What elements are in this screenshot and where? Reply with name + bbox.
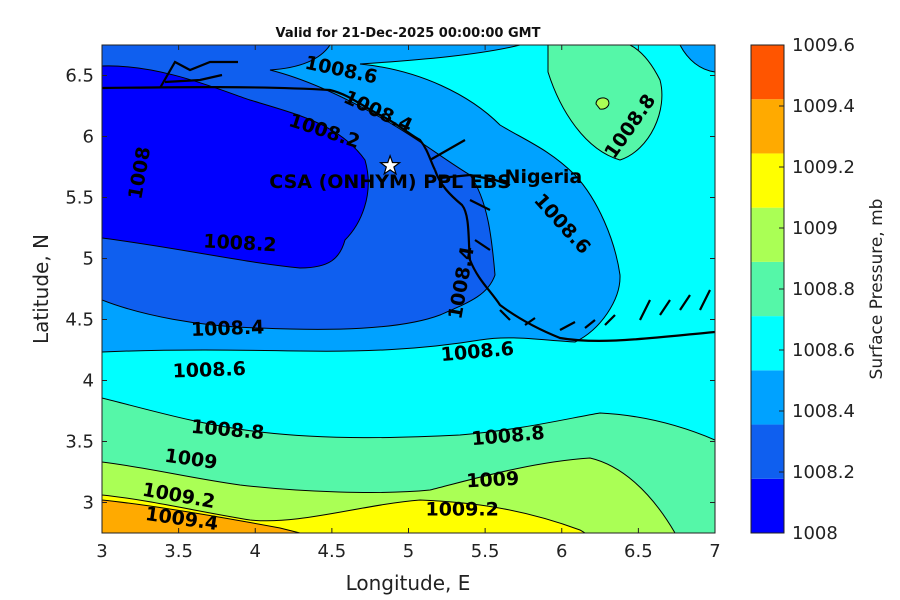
niger-delta-creeks (429, 139, 711, 331)
colorbar-segment (751, 478, 784, 533)
band-1009-4-southwest (102, 499, 301, 533)
colorbar-tick-label: 1009.2 (792, 157, 855, 178)
country-label: Nigeria (505, 166, 583, 188)
x-tick-label: 4 (250, 541, 261, 562)
band-1008-4-corner (679, 45, 715, 73)
y-axis-ticks: 3 3.5 4 4.5 5 5.5 6 6.5 (65, 66, 715, 514)
colorbar-tick-label: 1009.6 (792, 35, 855, 56)
band-1009-northeast-spot (595, 97, 610, 110)
y-tick-label: 4 (83, 371, 94, 392)
colorbar-tick-label: 1008.4 (792, 401, 855, 422)
y-tick-label: 3 (83, 493, 94, 514)
colorbar-tick-label: 1009.4 (792, 96, 855, 117)
colorbar-segment (751, 316, 784, 371)
colorbar-segment (751, 45, 784, 100)
contour-label: 1008.6 (172, 358, 246, 383)
lagoon-lagos (159, 60, 238, 89)
chart-title: Valid for 21-Dec-2025 00:00:00 GMT (276, 26, 541, 41)
x-tick-label: 5.5 (471, 541, 500, 562)
colorbar-segment (751, 207, 784, 262)
contour-label: 1008.2 (203, 230, 277, 256)
coastline-nigeria (433, 169, 715, 343)
colorbar-tick-label: 1008.8 (792, 279, 855, 300)
x-tick-label: 7 (709, 541, 720, 562)
colorbar-segment (751, 261, 784, 317)
x-tick-label: 3 (96, 541, 107, 562)
y-tick-label: 3.5 (65, 432, 94, 453)
colorbar-ticks: 1008 1008.2 1008.4 1008.6 1008.8 1009 1009.2 10… (779, 35, 855, 544)
site-star-marker (378, 153, 402, 176)
y-tick-label: 6 (83, 127, 94, 148)
x-axis-ticks: 3 3.5 4 4.5 5 5.5 6 6.5 7 (96, 45, 721, 562)
plot-area (102, 45, 715, 533)
site-label: CSA (ONHYM) PPL EBS (269, 171, 511, 193)
colorbar-tick-label: 1008.2 (792, 462, 855, 483)
y-tick-label: 4.5 (65, 310, 94, 331)
colorbar-tick-label: 1008 (792, 523, 838, 544)
colorbar-segment (751, 153, 784, 208)
x-tick-label: 6 (556, 541, 567, 562)
coastline (102, 60, 715, 343)
band-1008 (102, 65, 369, 269)
x-tick-label: 5 (403, 541, 414, 562)
colorbar-tick-label: 1009 (792, 218, 838, 239)
y-tick-label: 5.5 (65, 188, 94, 209)
x-axis-label: Longitude, E (346, 571, 471, 595)
colorbar-segment (751, 99, 784, 154)
y-tick-label: 5 (83, 249, 94, 270)
y-tick-label: 6.5 (65, 66, 94, 87)
contour-label: 1009.2 (425, 498, 498, 520)
x-tick-label: 3.5 (164, 541, 193, 562)
coastline-benin (102, 86, 436, 171)
colorbar-title: Surface Pressure, mb (867, 199, 887, 380)
colorbar-tick-label: 1008.6 (792, 340, 855, 361)
colorbar-segment (751, 424, 784, 479)
colorbar-segment (751, 370, 784, 425)
contour-label: 1009 (466, 468, 520, 493)
x-tick-label: 4.5 (318, 541, 347, 562)
x-tick-label: 6.5 (624, 541, 653, 562)
y-axis-label: Latitude, N (29, 234, 53, 344)
band-1009-south (102, 457, 676, 533)
contour-label: 1008.4 (191, 316, 265, 341)
